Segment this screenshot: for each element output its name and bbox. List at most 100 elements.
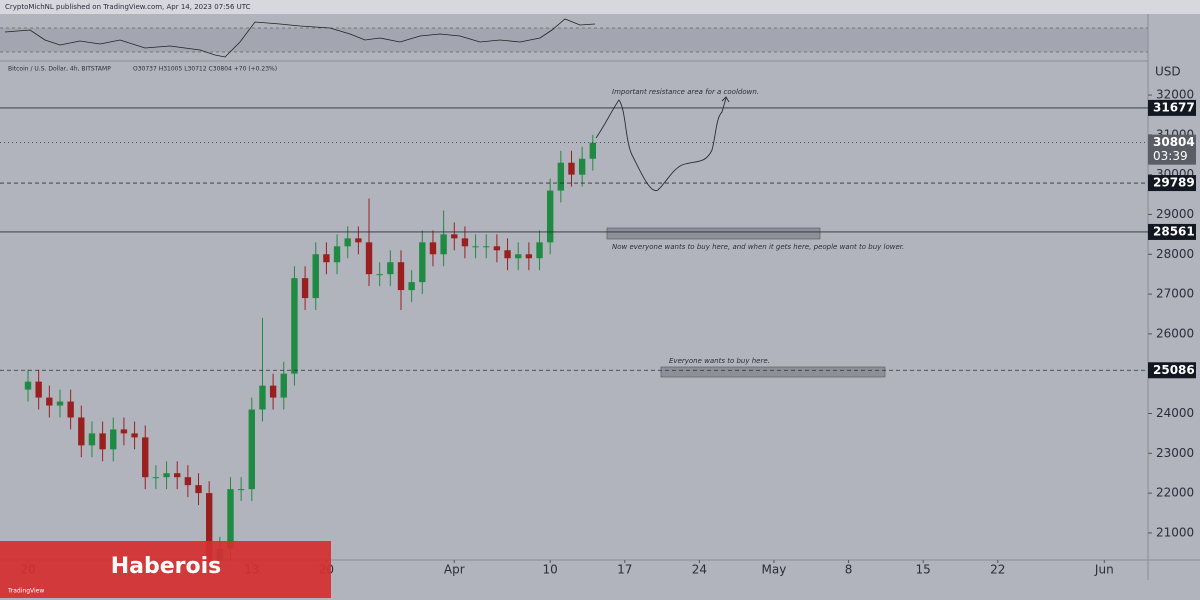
candle-body — [355, 238, 362, 243]
candle-body — [323, 254, 330, 263]
candle-body — [195, 485, 202, 494]
annotation: Everyone wants to buy here. — [669, 357, 770, 365]
price-level-box — [1148, 175, 1196, 192]
projection-path — [595, 97, 727, 191]
candle-body — [99, 433, 106, 450]
candle-body — [131, 433, 138, 438]
candle-body — [280, 373, 287, 398]
candle-body — [120, 429, 128, 434]
candle-body — [56, 401, 64, 406]
candle-body — [365, 242, 373, 275]
rsi-line — [4, 18, 596, 58]
y-tick-label: 28000 — [1156, 247, 1194, 261]
candle-body — [78, 417, 85, 446]
countdown-label: 03:39 — [1153, 149, 1188, 163]
y-tick-label: 32000 — [1156, 88, 1194, 102]
candle-body — [312, 254, 319, 299]
candle-body — [248, 409, 255, 490]
watermark-banner — [0, 541, 331, 598]
candle-body — [461, 238, 469, 247]
candle-body — [152, 477, 160, 479]
candle-body — [376, 274, 383, 276]
x-tick-label: 15 — [916, 563, 931, 577]
candle-body — [589, 142, 597, 159]
candle-body — [259, 385, 266, 410]
marks: 2100022000230002400025000260002700028000… — [0, 88, 1196, 577]
candle-body — [269, 385, 277, 398]
price-level-label: 25086 — [1153, 363, 1195, 377]
candle-body — [546, 190, 554, 243]
candle-body — [536, 242, 543, 259]
candle-body — [142, 437, 149, 478]
candle-body — [568, 162, 575, 175]
candle-body — [483, 246, 490, 248]
price-level-label: 28561 — [1153, 224, 1195, 238]
candle-body — [110, 429, 117, 450]
x-tick-label: May — [762, 563, 787, 577]
y-tick-label: 26000 — [1156, 326, 1194, 340]
x-tick-label: 17 — [617, 563, 632, 577]
candle-body — [408, 282, 415, 291]
candle-body — [174, 473, 181, 478]
zone-box — [660, 366, 886, 378]
candle-body — [24, 381, 32, 390]
candle-body — [472, 246, 479, 248]
rsi-band — [0, 28, 1148, 52]
candle-body — [429, 242, 437, 255]
candle-body — [237, 489, 245, 491]
candle-body — [35, 381, 42, 398]
y-tick-label: 29000 — [1156, 207, 1194, 221]
x-tick-label: 10 — [543, 563, 558, 577]
candle-body — [88, 433, 96, 446]
candle-body — [440, 234, 447, 255]
candle-body — [227, 489, 234, 549]
candle-body — [578, 158, 586, 175]
brand: TradingView — [7, 588, 44, 595]
x-tick-label: 22 — [990, 563, 1005, 577]
candle-body — [451, 234, 458, 239]
candle-body — [525, 254, 533, 259]
annotation: Important resistance area for a cooldown… — [612, 88, 759, 96]
candle-body — [419, 242, 426, 283]
x-tick-label: 8 — [845, 563, 853, 577]
x-tick-label: Apr — [444, 563, 465, 577]
x-tick-label: Jun — [1094, 563, 1114, 577]
x-tick-label: 24 — [692, 563, 707, 577]
y-tick-label: 23000 — [1156, 446, 1194, 460]
annotation: Now everyone wants to buy here, and when… — [612, 243, 904, 251]
price-level-label: 29789 — [1153, 176, 1195, 190]
price-level-box — [1148, 134, 1196, 165]
candle-body — [301, 278, 309, 299]
candle-body — [291, 278, 298, 374]
price-level-box — [1148, 99, 1196, 116]
watermark: Haberois — [111, 554, 222, 579]
candle-body — [344, 238, 351, 247]
candle-body — [333, 246, 341, 263]
price-level-label: 31677 — [1153, 100, 1195, 114]
symbol-title: Bitcoin / U.S. Dollar, 4h, BITSTAMP — [8, 66, 111, 73]
projection-arrow — [721, 96, 730, 103]
y-tick-label: 27000 — [1156, 287, 1194, 301]
y-tick-label: 21000 — [1156, 525, 1194, 539]
candle-body — [504, 250, 511, 259]
header-bar — [0, 0, 1200, 14]
zone-box — [606, 227, 821, 240]
ohlc-legend: O30737 H31005 L30712 C30804 +70 (+0.23%) — [133, 66, 277, 73]
candle-body — [67, 401, 74, 418]
candle-body — [397, 262, 405, 291]
candle-body — [515, 254, 522, 259]
y-tick-label: 24000 — [1156, 406, 1194, 420]
candle-body — [163, 473, 170, 478]
header-text: CryptoMichNL published on TradingView.co… — [5, 3, 251, 11]
price-level-box — [1148, 362, 1196, 379]
candle-body — [184, 477, 192, 486]
candle-body — [46, 397, 53, 406]
y-tick-label: 22000 — [1156, 486, 1194, 500]
candle-body — [387, 262, 394, 275]
y-axis-label: USD — [1155, 65, 1181, 79]
price-level-box — [1148, 223, 1196, 240]
candle-body — [557, 162, 565, 191]
candle-body — [205, 493, 213, 561]
